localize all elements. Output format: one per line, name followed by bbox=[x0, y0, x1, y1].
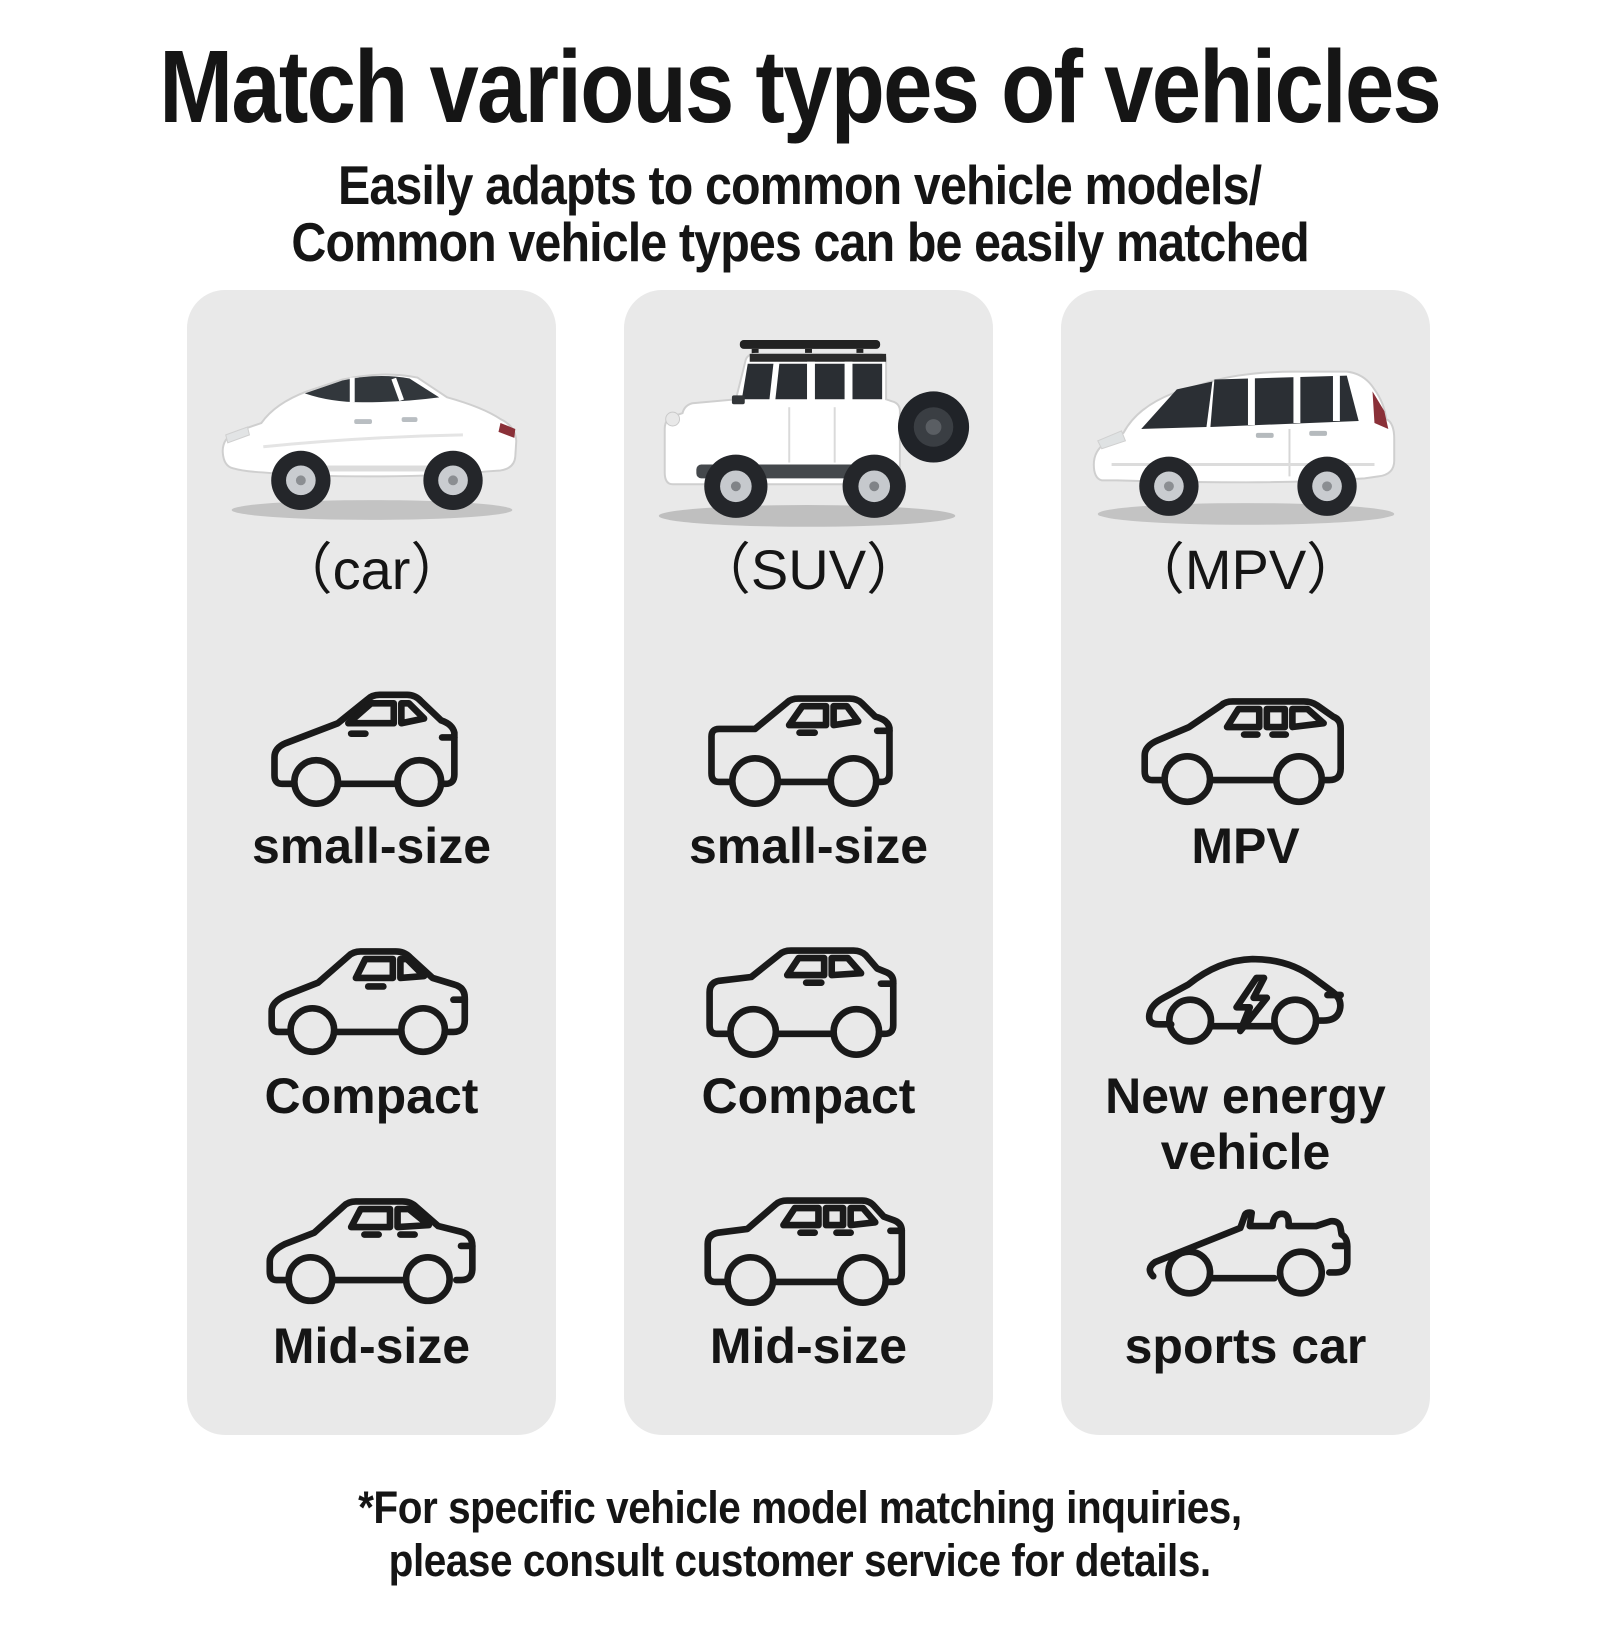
card-suv-label: （SUV） bbox=[694, 538, 923, 602]
mpv-car-icon bbox=[1140, 697, 1344, 805]
mpv-mpv-label: MPV bbox=[1191, 817, 1300, 874]
car-row-small-size: small-size bbox=[187, 674, 556, 924]
subtitle-line-2: Common vehicle types can be easily match… bbox=[0, 214, 1600, 271]
suv-compact-label: Compact bbox=[701, 1067, 916, 1124]
card-mpv: （MPV） MPV bbox=[1061, 289, 1430, 1435]
suv-mid-size-label: Mid-size bbox=[709, 1317, 908, 1374]
sports-car-icon bbox=[1146, 1208, 1351, 1297]
car-mid-size-label: Mid-size bbox=[272, 1317, 471, 1374]
footnote-line-2-text: please consult customer service for deta… bbox=[388, 1534, 1212, 1586]
white-suv-photo bbox=[658, 339, 969, 527]
car-row-compact: Compact bbox=[187, 924, 556, 1174]
subtitle-line-1-text: Easily adapts to common vehicle models/ bbox=[338, 154, 1262, 217]
suv-row-mid-size: Mid-size bbox=[624, 1174, 993, 1424]
suv-row-compact: Compact bbox=[624, 924, 993, 1174]
mpv-row-new-energy: New energy vehicle bbox=[1061, 924, 1430, 1180]
infographic-page: Match various types of vehicles Easily a… bbox=[0, 30, 1600, 1630]
footnote-line-1: *For specific vehicle model matching inq… bbox=[0, 1481, 1600, 1534]
compact-sedan-icon bbox=[267, 947, 468, 1055]
car-row-mid-size: Mid-size bbox=[187, 1174, 556, 1424]
suv-row-small-size: small-size bbox=[624, 674, 993, 924]
white-mpv-photo bbox=[1092, 370, 1395, 525]
small-suv-icon bbox=[707, 694, 893, 807]
mpv-new-energy-label: New energy vehicle bbox=[1105, 1067, 1386, 1180]
midsize-suv-icon bbox=[703, 1196, 905, 1306]
car-small-size-label: small-size bbox=[251, 817, 491, 874]
footnote: *For specific vehicle model matching inq… bbox=[0, 1481, 1600, 1587]
page-title-text: Match various types of vehicles bbox=[159, 29, 1443, 144]
white-sedan-photo bbox=[221, 373, 517, 520]
subtitle-line-2-text: Common vehicle types can be easily match… bbox=[291, 211, 1309, 274]
midsize-sedan-icon bbox=[265, 1197, 476, 1304]
subtitle-line-1: Easily adapts to common vehicle models/ bbox=[0, 157, 1600, 214]
mpv-row-sports-car: sports car bbox=[1061, 1174, 1430, 1424]
suv-small-size-label: small-size bbox=[688, 817, 928, 874]
vehicle-type-columns: （car） small-size bbox=[187, 289, 1430, 1435]
card-mpv-label: （MPV） bbox=[1128, 538, 1363, 602]
mpv-row-mpv: MPV bbox=[1061, 674, 1430, 924]
card-car-label: （car） bbox=[276, 538, 467, 602]
hatchback-car-icon bbox=[270, 691, 458, 807]
footnote-line-1-text: *For specific vehicle model matching inq… bbox=[358, 1481, 1242, 1533]
card-car: （car） small-size bbox=[187, 289, 556, 1435]
page-subtitle: Easily adapts to common vehicle models/ … bbox=[0, 157, 1600, 272]
compact-suv-icon bbox=[705, 946, 897, 1058]
page-title: Match various types of vehicles bbox=[0, 29, 1600, 144]
mpv-sports-car-label: sports car bbox=[1124, 1317, 1367, 1374]
car-compact-label: Compact bbox=[264, 1067, 479, 1124]
new-energy-car-icon bbox=[1145, 955, 1344, 1045]
card-suv: （SUV） small-size bbox=[624, 289, 993, 1435]
footnote-line-2: please consult customer service for deta… bbox=[0, 1534, 1600, 1587]
